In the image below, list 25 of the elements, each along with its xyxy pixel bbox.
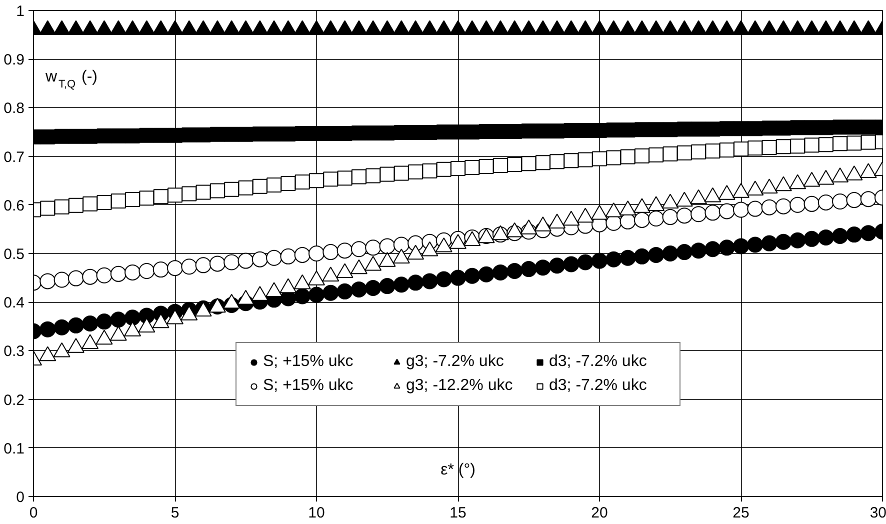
x-tick-label: 30 bbox=[870, 504, 886, 522]
x-axis-title: ε* (°) bbox=[440, 462, 476, 478]
y-tick-label: 0.6 bbox=[4, 197, 25, 214]
legend-label: d3; -7.2% ukc bbox=[549, 377, 648, 395]
y-tick-label: 0.8 bbox=[4, 100, 25, 118]
x-tick-label: 15 bbox=[450, 504, 466, 522]
x-tick-label: 20 bbox=[591, 504, 608, 522]
y-tick-label: 0.1 bbox=[4, 440, 25, 458]
x-tick-label: 5 bbox=[170, 504, 180, 522]
y-tick-label: 0.9 bbox=[4, 52, 25, 69]
y-tick-label: 1 bbox=[16, 3, 24, 20]
x-tick-label: 10 bbox=[308, 504, 325, 522]
y-tick-label: 0 bbox=[16, 489, 24, 506]
legend-label: g3; -7.2% ukc bbox=[406, 353, 505, 371]
y-tick-label: 0.5 bbox=[4, 246, 25, 263]
y-tick-label: 0.7 bbox=[4, 148, 25, 166]
y-tick-label: 0.2 bbox=[4, 392, 25, 409]
legend-label: d3; -7.2% ukc bbox=[549, 353, 648, 371]
y-tick-label: 0.3 bbox=[4, 343, 25, 360]
legend-label: g3; -12.2% ukc bbox=[406, 377, 514, 395]
legend-label: S; +15% ukc bbox=[263, 353, 354, 371]
legend-label: S; +15% ukc bbox=[263, 377, 354, 395]
y-tick-label: 0.4 bbox=[4, 294, 25, 312]
x-tick-label: 0 bbox=[29, 504, 38, 522]
x-tick-label: 25 bbox=[732, 504, 750, 522]
